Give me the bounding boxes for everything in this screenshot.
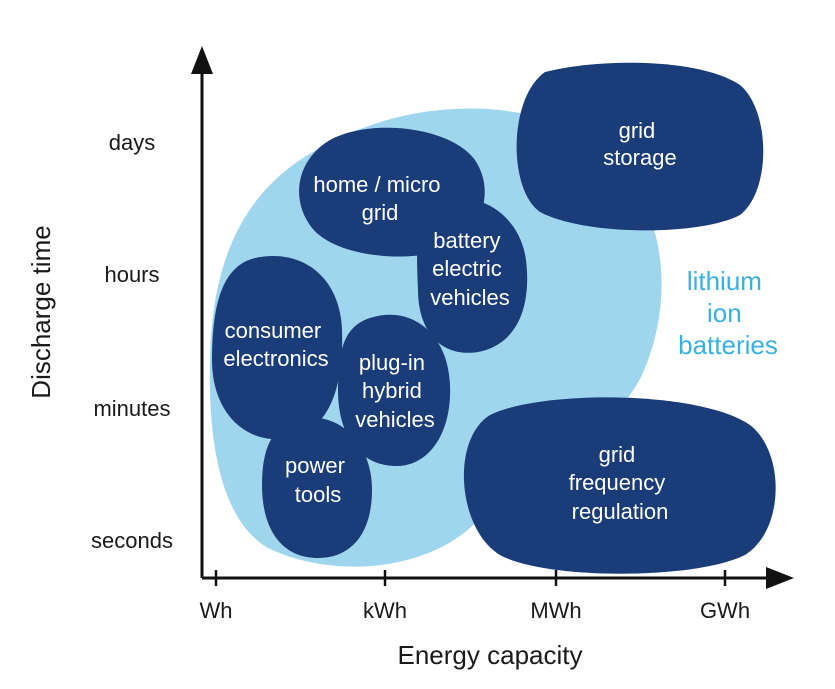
y-axis-arrowhead	[191, 46, 213, 74]
label-home-micro-grid: home / micro grid	[313, 172, 446, 225]
label-grid-storage: grid storage	[603, 118, 676, 170]
label-home-micro-grid-line-2: grid	[362, 200, 399, 225]
label-grid-frequency-regulation-line-1: grid	[599, 442, 636, 467]
x-tick-label-mwh: MWh	[530, 598, 581, 623]
label-grid-frequency-regulation-line-2: frequency	[569, 470, 666, 495]
lithium-ion-label-line-2: ion	[707, 298, 742, 328]
x-axis-arrowhead	[766, 567, 794, 589]
label-power-tools: power tools	[285, 453, 351, 507]
blob-battery-electric-vehicles	[417, 197, 528, 353]
label-grid-frequency-regulation-line-3: regulation	[572, 499, 669, 524]
lithium-ion-label-line-3: batteries	[678, 330, 778, 360]
y-tick-label-days: days	[109, 130, 155, 155]
x-tick-label-wh: Wh	[200, 598, 233, 623]
label-consumer-electronics: consumer electronics	[223, 318, 328, 371]
y-axis-title: Discharge time	[26, 225, 56, 398]
label-home-micro-grid-line-1: home / micro	[313, 172, 440, 197]
label-grid-storage-line-1: grid	[619, 118, 656, 143]
blob-grid-storage	[516, 62, 764, 231]
lithium-ion-label-line-1: lithium	[687, 266, 762, 296]
y-tick-label-seconds: seconds	[91, 528, 173, 553]
label-plug-in-hybrid-vehicles-line-2: hybrid	[362, 378, 422, 403]
label-battery-electric-vehicles-line-2: electric	[432, 256, 502, 281]
label-power-tools-line-2: tools	[295, 482, 341, 507]
blob-grid-frequency-regulation	[463, 397, 776, 574]
label-plug-in-hybrid-vehicles-line-1: plug-in	[359, 350, 425, 375]
label-battery-electric-vehicles-line-3: vehicles	[430, 285, 509, 310]
y-tick-label-hours: hours	[104, 262, 159, 287]
label-battery-electric-vehicles: battery electric vehicles	[430, 228, 509, 310]
label-plug-in-hybrid-vehicles-line-3: vehicles	[355, 407, 434, 432]
y-tick-label-minutes: minutes	[93, 396, 170, 421]
label-consumer-electronics-line-2: electronics	[223, 346, 328, 371]
label-plug-in-hybrid-vehicles: plug-in hybrid vehicles	[355, 350, 434, 432]
label-grid-frequency-regulation: grid frequency regulation	[569, 442, 672, 524]
label-consumer-electronics-line-1: consumer	[225, 318, 322, 343]
lithium-ion-label: lithium ion batteries	[678, 266, 778, 360]
x-axis-title: Energy capacity	[398, 640, 583, 670]
x-tick-label-kwh: kWh	[363, 598, 407, 623]
x-tick-label-gwh: GWh	[700, 598, 750, 623]
blob-power-tools	[262, 417, 372, 558]
label-grid-storage-line-2: storage	[603, 145, 676, 170]
blob-plug-in-hybrid-vehicles	[338, 314, 451, 467]
label-battery-electric-vehicles-line-1: battery	[433, 228, 500, 253]
label-power-tools-line-1: power	[285, 453, 345, 478]
blob-consumer-electronics	[212, 255, 343, 440]
